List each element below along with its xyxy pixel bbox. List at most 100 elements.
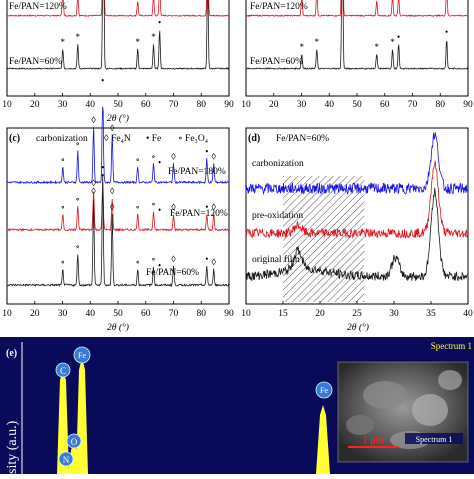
- panel-a-label-1: Fe/PAN=120%: [9, 2, 67, 12]
- peak-marker: •: [158, 17, 161, 27]
- peak-marker: ∘: [135, 257, 139, 267]
- peak-marker: •: [101, 76, 104, 86]
- xtick-label: 50: [113, 100, 123, 110]
- eds-ylabel: sity (a.u.): [5, 420, 20, 474]
- xtick-label: 60: [380, 100, 390, 110]
- xtick-label: 40: [463, 309, 473, 319]
- eds-marker-fe-l: Fe: [73, 346, 91, 364]
- peak-marker: ∘: [76, 194, 80, 204]
- xtick-label: 10: [241, 100, 251, 110]
- peak-marker: •: [445, 27, 448, 37]
- panel-d-letter: (d): [248, 133, 260, 144]
- peak-marker: *: [151, 32, 156, 42]
- peak-marker: ∘: [135, 155, 139, 165]
- xtick-label: 10: [2, 309, 12, 319]
- peak-marker: ∘: [76, 241, 80, 251]
- xtick-label: 50: [352, 100, 362, 110]
- sem-scale-label: 1 µm: [362, 435, 383, 446]
- xtick-label: 50: [113, 309, 123, 319]
- peak-marker: ◊: [212, 257, 217, 267]
- panel-d-label-1: carbonization: [252, 159, 304, 169]
- eds-peak-fe-k: [316, 405, 330, 474]
- xtick-label: 30: [58, 309, 68, 319]
- xtick-label: 60: [141, 309, 151, 319]
- peak-marker: •: [205, 254, 208, 264]
- series-line-fe-pan-60-: [245, 0, 469, 71]
- peak-marker: •: [205, 202, 208, 212]
- panel-c-label-2: Fe/PAN=120%: [170, 209, 228, 219]
- peak-marker: *: [135, 37, 140, 47]
- panel-c-label-3: Fe/PAN=60%: [146, 268, 199, 278]
- panel-d-label-3: original film: [252, 254, 300, 265]
- peak-marker: •: [101, 162, 104, 172]
- xtick-label: 35: [426, 309, 436, 319]
- panel-d-label-2: pre-oxidation: [252, 211, 303, 221]
- peak-marker: ∘: [61, 202, 65, 212]
- series-line-pre-oxidation: [245, 160, 468, 240]
- xtick-label: 40: [86, 309, 96, 319]
- panel-c-label-1: Fe/PAN=180%: [168, 167, 226, 177]
- peak-marker: ◊: [110, 123, 115, 133]
- panel-c-legend-1: ◊ Fe₄N: [104, 134, 131, 144]
- panel-d-xticks: 10 15 20 25 30 35 40: [241, 301, 473, 319]
- eds-label-n: N: [63, 455, 70, 465]
- panel-d: (d) Fe/PAN=60% carbonization pre-oxidati…: [241, 127, 473, 333]
- panel-d-shaded-range: [283, 176, 365, 302]
- panel-d-xlabel: 2θ (°): [347, 322, 369, 333]
- xtick-label: 80: [197, 100, 207, 110]
- peak-marker: ∘: [151, 254, 155, 264]
- panel-b-label-1: Fe/PAN=120%: [250, 2, 308, 12]
- series-line-carbonization: [245, 132, 468, 196]
- peak-marker: ◊: [91, 186, 96, 196]
- eds-label-o: O: [71, 437, 78, 447]
- xtick-label: 10: [2, 100, 12, 110]
- xtick-label: 20: [30, 100, 40, 110]
- peak-marker: ◊: [212, 151, 217, 161]
- series-line-fe-pan-120-: [6, 0, 230, 17]
- sem-spectrum-label: Spectrum 1: [416, 435, 453, 444]
- eds-marker-c: C: [55, 362, 71, 378]
- panel-a-plot: * * * *•: [6, 0, 230, 71]
- sem-inset: 1 µm Spectrum 1: [337, 361, 469, 463]
- xtick-label: 70: [408, 100, 418, 110]
- peak-marker: ∘: [151, 151, 155, 161]
- xtick-label: 70: [169, 309, 179, 319]
- xtick-label: 15: [278, 309, 288, 319]
- peak-marker: *: [315, 37, 320, 47]
- xtick-label: 20: [315, 309, 325, 319]
- panel-c-title: carbonization: [36, 134, 88, 144]
- panel-b-xticks: 10 20 30 40 50 60 70 80 90: [241, 93, 473, 110]
- panel-a-label-2: Fe/PAN=60%: [9, 57, 62, 67]
- peak-marker: ◊: [212, 202, 217, 212]
- peak-marker: *: [76, 32, 81, 42]
- eds-label-fe-l: Fe: [78, 351, 86, 360]
- panel-e: (e) Spectrum 1 sity (a.u.) C Fe O N Fe: [0, 337, 474, 474]
- eds-marker-n: N: [58, 451, 74, 467]
- xtick-label: 90: [463, 100, 473, 110]
- series-line-fe-pan-60-: [6, 175, 230, 288]
- panel-c-xticks: 10 20 30 40 50 60 70 80 90: [2, 301, 234, 319]
- peak-marker: ◊: [171, 202, 176, 212]
- eds-peak-o: [68, 442, 80, 474]
- peak-marker: *: [61, 37, 66, 47]
- xtick-label: 60: [141, 100, 151, 110]
- peak-marker: ∘: [61, 257, 65, 267]
- peak-marker: ◊: [110, 186, 115, 196]
- panel-c-legend-3: ∘ Fe₃O₄: [178, 134, 208, 144]
- peak-marker: ◊: [110, 202, 115, 212]
- series-line-original-film: [245, 187, 468, 282]
- panel-b-plot: * * * * • •: [245, 0, 469, 71]
- eds-marker-fe-k: Fe: [315, 381, 333, 399]
- series-line-fe-pan-120-: [6, 182, 230, 232]
- eds-marker-o: O: [66, 433, 82, 449]
- panel-a-xlabel: 2θ (°): [107, 113, 129, 124]
- panel-b-label-2: Fe/PAN=60%: [250, 57, 303, 67]
- panel-d-plot: [245, 132, 468, 282]
- panel-b: * * * * • • Fe/PAN=120% Fe/PAN=60% 10 20 30 40 50…: [241, 0, 473, 110]
- xtick-label: 90: [224, 100, 234, 110]
- peak-marker: *: [390, 37, 395, 47]
- peak-marker: ◊: [171, 254, 176, 264]
- panel-c-plot: ∘∘◊•◊∘ ∘•◊ • ◊∘∘◊•◊∘ ∘• ◊ • ◊∘∘◊•◊∘ ∘•◊ • ◊: [6, 76, 230, 288]
- panel-c: (c) carbonization ◊ Fe₄N • Fe ∘ Fe₃O₄ ∘ ∘…: [2, 76, 234, 333]
